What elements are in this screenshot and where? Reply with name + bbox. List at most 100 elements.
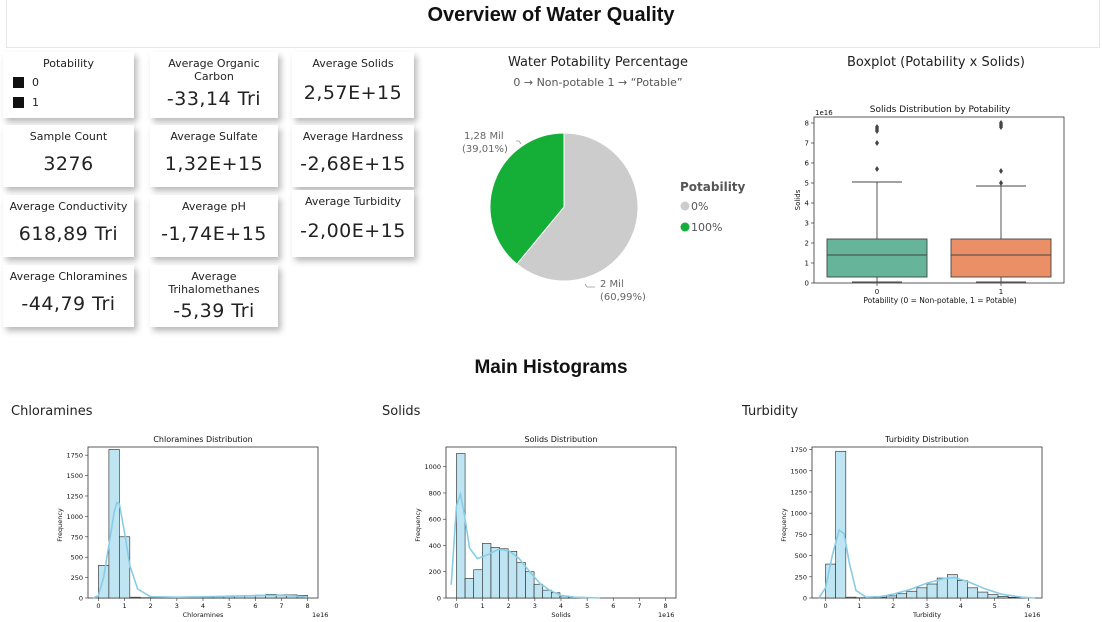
card-organic-carbon-value: -33,14 Tri — [166, 88, 262, 110]
hist-ytick-label: 1250 — [790, 488, 807, 496]
boxplot-ytick-label: 7 — [805, 140, 809, 148]
card-trihalomethanes-value: -5,39 Tri — [173, 300, 255, 322]
potability-slicer-card: Potability 0 1 — [3, 52, 134, 118]
hist-ytick-label: 750 — [795, 531, 807, 539]
card-sulfate-value: 1,32E+15 — [164, 153, 264, 175]
boxplot-ytick-label: 8 — [805, 120, 809, 128]
box-outlier — [999, 180, 1003, 186]
hist-turbidity-title: Turbidity Distribution — [884, 435, 969, 444]
hist-ytick-label: 250 — [71, 574, 83, 582]
hist-kde-line — [92, 501, 308, 599]
hist-bar — [473, 569, 483, 599]
boxplot-title: Solids Distribution by Potability — [870, 105, 1011, 115]
hist-ytick-label: 1250 — [66, 492, 83, 500]
pie-legend-title: Potability — [680, 180, 746, 194]
card-conductivity-label: Average Conductivity — [9, 200, 128, 213]
hist-bar — [456, 453, 466, 599]
hist-xtick-label: 5 — [993, 602, 997, 610]
page-title: Overview of Water Quality — [427, 4, 675, 26]
pie-legend-item-0[interactable]: 0% — [691, 200, 708, 213]
hist-xtick-label: 5 — [585, 602, 589, 610]
box-iqr-1 — [950, 238, 1052, 278]
hist-xtick-label: 0 — [96, 602, 100, 610]
histogram-solids: Solids Distribution Frequency Solids 1e1… — [414, 435, 677, 619]
hist-kde-line — [818, 528, 1036, 599]
box-iqr-0 — [826, 238, 928, 278]
hist-bar — [490, 547, 500, 599]
card-hardness-label: Average Hardness — [302, 130, 404, 143]
card-sulfate: Average Sulfate 1,32E+15 — [150, 125, 278, 187]
hist-bar — [499, 548, 509, 599]
potability-option-0[interactable]: 0 — [13, 76, 39, 89]
hist-xtick-label: 8 — [305, 602, 309, 610]
card-ph-label: Average pH — [182, 200, 246, 213]
hist-bar — [977, 591, 989, 599]
hist-ytick-label: 750 — [71, 533, 83, 541]
hist-solids-title: Solids Distribution — [525, 435, 598, 444]
pie-leader-gray — [584, 283, 595, 288]
hist-bar — [896, 593, 908, 599]
hist-xtick-label: 1 — [481, 602, 485, 610]
hist-bar — [886, 595, 897, 599]
pie-slice-1 — [489, 132, 565, 265]
hist-xtick-label: 0 — [823, 602, 827, 610]
hist-bar — [98, 565, 110, 599]
boxplot-ytick-label: 1 — [805, 260, 809, 268]
hist-frame — [811, 446, 1043, 599]
boxplot-chart: Solids Distribution by Potability 1e16 S… — [794, 105, 1065, 305]
pie-label-gray-value: 2 Mil — [600, 279, 624, 290]
hist-ytick-label: 400 — [429, 542, 441, 550]
histogram-turbidity: Turbidity Distribution Frequency Turbidi… — [780, 435, 1043, 619]
hist-bar — [835, 450, 847, 599]
potability-slicer-label: Potability — [43, 57, 94, 70]
boxplot-ytick-label: 2 — [805, 240, 809, 248]
hist-xtick-label: 2 — [507, 602, 511, 610]
hist-visual-title-turbidity: Turbidity — [742, 404, 799, 419]
card-solids: Average Solids 2,57E+15 — [292, 52, 414, 118]
hist-bar — [967, 587, 979, 599]
pie-label-gray-percent: (60,99%) — [600, 292, 646, 303]
pie-label-green-value: 1,28 Mil — [464, 131, 504, 142]
potability-option-1-label: 1 — [32, 96, 39, 109]
hist-xtick-label: 2 — [149, 602, 153, 610]
boxplot-visual-title: Boxplot (Potability x Solids) — [846, 55, 1026, 70]
checkbox-square-icon[interactable] — [13, 97, 24, 108]
card-chloramines-label: Average Chloramines — [9, 270, 128, 283]
hist-visual-title-chloramines: Chloramines — [11, 404, 93, 419]
hist-xtick-label: 4 — [959, 602, 963, 610]
hist-xtick-label: 0 — [454, 602, 458, 610]
hist-ytick-label: 0 — [803, 595, 807, 603]
hist-bar — [957, 580, 968, 599]
hist-bar — [926, 583, 938, 599]
potability-option-1[interactable]: 1 — [13, 96, 39, 109]
hist-ytick-label: 500 — [71, 554, 83, 562]
hist-chloramines-title: Chloramines Distribution — [153, 435, 252, 444]
boxplot-ytick-label: 4 — [805, 200, 810, 208]
boxplot-xtick-label: 1 — [999, 288, 1003, 296]
hist-bar — [507, 551, 518, 599]
hist-ytick-label: 200 — [429, 568, 441, 576]
hist-bar — [1007, 597, 1019, 599]
boxplot-ytick-label: 0 — [805, 280, 809, 288]
card-chloramines: Average Chloramines -44,79 Tri — [3, 265, 134, 327]
hist-xtick-label: 2 — [891, 602, 895, 610]
card-sample-count: Sample Count 3276 — [3, 125, 134, 187]
checkbox-square-icon[interactable] — [13, 77, 24, 88]
card-chloramines-value: -44,79 Tri — [21, 293, 116, 315]
card-ph: Average pH -1,74E+15 — [150, 195, 278, 257]
card-turbidity-value: -2,00E+15 — [300, 220, 406, 242]
hist-xtick-label: 3 — [925, 602, 929, 610]
boxplot-ytick-label: 5 — [805, 180, 809, 188]
hist-chloramines-xlabel: Chloramines — [183, 611, 224, 619]
hist-bar — [129, 596, 141, 599]
card-solids-label: Average Solids — [312, 57, 394, 70]
hist-ytick-label: 1000 — [66, 513, 83, 521]
hist-xtick-label: 1 — [123, 602, 127, 610]
hist-solids-xlabel: Solids — [551, 611, 571, 619]
box-outlier — [875, 140, 879, 146]
card-sample-count-label: Sample Count — [29, 130, 108, 143]
card-hardness-value: -2,68E+15 — [300, 153, 406, 175]
pie-legend-item-1[interactable]: 100% — [691, 221, 722, 234]
hist-visual-title-solids: Solids — [382, 404, 421, 419]
hist-ytick-label: 1750 — [790, 446, 807, 454]
